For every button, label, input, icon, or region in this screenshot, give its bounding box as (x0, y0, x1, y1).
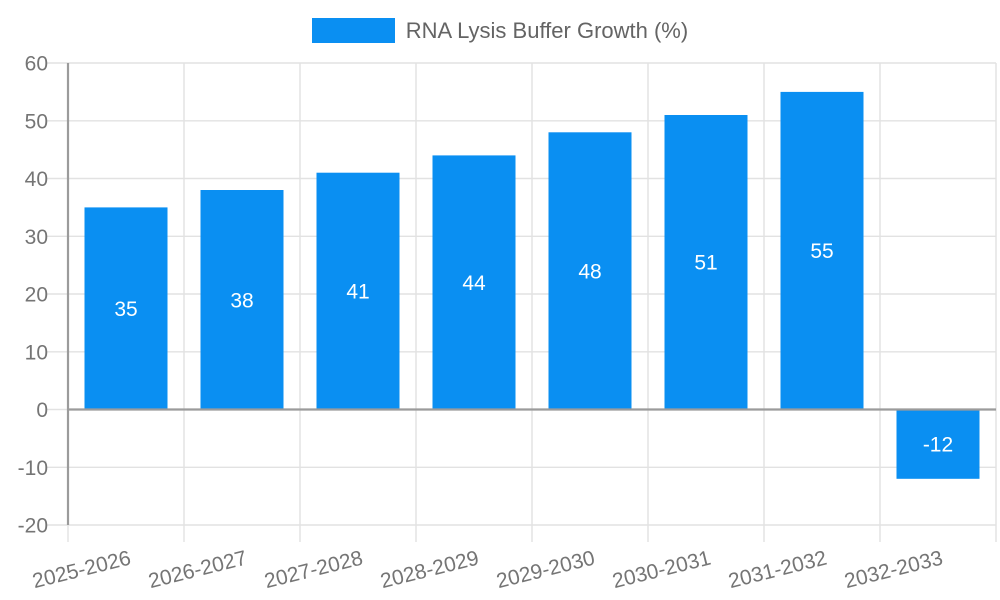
bar-value-label: 35 (114, 298, 137, 321)
bar-value-label: -12 (923, 434, 953, 457)
y-tick-label: 30 (25, 226, 48, 249)
bar-value-label: 48 (578, 260, 601, 283)
x-tick-label: 2031-2032 (726, 547, 829, 594)
legend-swatch[interactable] (311, 18, 395, 43)
y-tick-label: 60 (25, 53, 48, 76)
x-tick-label: 2030-2031 (610, 547, 713, 594)
legend-label[interactable]: RNA Lysis Buffer Growth (%) (405, 18, 689, 43)
bar[interactable] (548, 132, 632, 410)
x-tick-label: 2029-2030 (494, 547, 597, 594)
x-tick-label: 2027-2028 (262, 547, 365, 594)
bar[interactable] (780, 91, 864, 410)
bar[interactable] (200, 190, 284, 410)
bar-value-label: 38 (230, 289, 253, 312)
bar-value-label: 41 (346, 281, 369, 304)
y-tick-label: 10 (25, 341, 48, 364)
x-tick-label: 2028-2029 (378, 547, 481, 594)
x-tick-label: 2026-2027 (146, 547, 249, 594)
bar[interactable] (84, 207, 168, 410)
bar-value-label: 51 (694, 252, 717, 275)
bar-value-label: 44 (462, 272, 486, 295)
y-tick-label: 40 (25, 168, 48, 191)
bar-value-label: 55 (810, 240, 833, 263)
bar[interactable] (664, 115, 748, 410)
y-tick-label: -20 (18, 515, 48, 538)
x-tick-label: 2032-2033 (842, 547, 945, 594)
y-tick-label: 20 (25, 284, 48, 307)
bar[interactable] (896, 409, 980, 479)
y-tick-label: 0 (36, 399, 48, 422)
chart-legend[interactable]: RNA Lysis Buffer Growth (%) (0, 18, 1000, 43)
x-tick-label: 2025-2026 (30, 547, 133, 594)
y-tick-label: 50 (25, 110, 48, 133)
y-tick-label: -10 (18, 457, 48, 480)
bar[interactable] (432, 155, 516, 410)
bar[interactable] (316, 172, 400, 410)
